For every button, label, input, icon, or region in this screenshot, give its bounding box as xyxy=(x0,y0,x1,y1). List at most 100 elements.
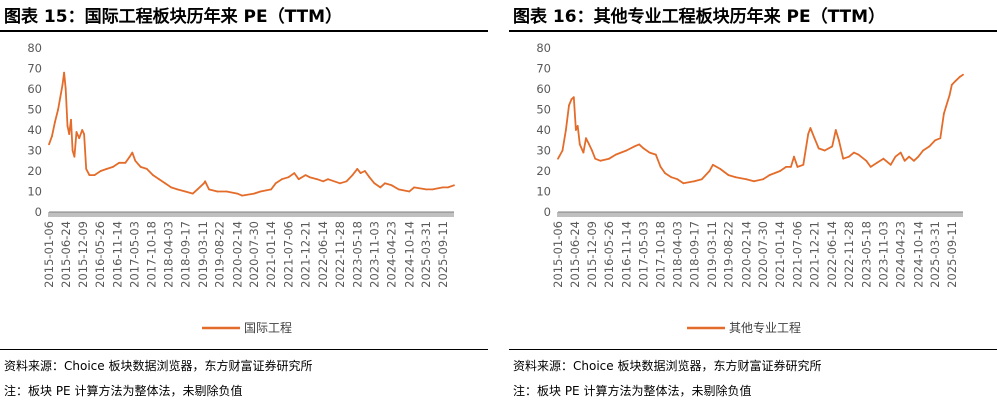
data-point xyxy=(203,182,205,185)
y-tick-label: 40 xyxy=(536,123,551,137)
data-point xyxy=(594,157,597,160)
x-tick-label: 2024-04-23 xyxy=(385,221,399,288)
data-point xyxy=(793,155,795,158)
data-point xyxy=(270,188,272,191)
data-point xyxy=(176,188,179,191)
data-point xyxy=(83,133,85,135)
data-point xyxy=(356,168,359,170)
y-tick-label: 50 xyxy=(27,103,42,117)
method-note: 注：板块 PE 计算方法为整体法，未剔除负值 xyxy=(513,384,752,398)
data-point xyxy=(943,112,945,115)
data-point xyxy=(614,153,617,156)
data-point xyxy=(66,125,69,127)
data-point xyxy=(848,155,850,158)
y-tick-label: 80 xyxy=(27,41,42,55)
data-point xyxy=(676,178,679,181)
data-point xyxy=(322,180,325,183)
data-point xyxy=(823,149,826,152)
title-rule xyxy=(509,30,997,32)
source-note: 资料来源：Choice 板块数据浏览器，东方财富证券研究所 xyxy=(513,359,822,373)
data-point xyxy=(345,180,348,183)
x-tick-label: 2020-07-30 xyxy=(247,221,261,288)
data-point xyxy=(922,149,924,152)
data-point xyxy=(576,125,579,127)
data-point xyxy=(664,172,666,175)
data-point xyxy=(327,178,329,181)
data-point xyxy=(308,176,311,179)
y-tick-label: 0 xyxy=(544,205,551,219)
x-tick-label: 2024-10-14 xyxy=(402,221,416,288)
data-point xyxy=(59,96,62,99)
x-tick-label: 2017-10-18 xyxy=(654,221,668,288)
data-point xyxy=(51,135,53,137)
x-axis-tick-band xyxy=(48,212,454,217)
data-point xyxy=(316,178,318,181)
data-point xyxy=(693,180,696,183)
data-point xyxy=(413,186,415,189)
data-point xyxy=(959,75,961,78)
data-point xyxy=(608,157,610,160)
data-point xyxy=(853,151,855,154)
data-point xyxy=(63,71,65,74)
x-tick-label: 2016-11-14 xyxy=(110,221,124,288)
data-point xyxy=(813,137,816,140)
x-tick-label: 2019-08-22 xyxy=(212,221,226,288)
data-point xyxy=(447,186,449,189)
x-tick-label: 2023-05-18 xyxy=(859,221,873,288)
data-point xyxy=(68,133,71,135)
data-point xyxy=(93,174,96,177)
data-point xyxy=(170,186,173,189)
data-point xyxy=(124,161,127,164)
series-points xyxy=(557,73,964,185)
x-tick-label: 2025-09-11 xyxy=(436,221,450,288)
data-point xyxy=(917,155,920,158)
x-tick-label: 2025-09-11 xyxy=(945,221,959,288)
x-tick-label: 2022-06-14 xyxy=(825,221,839,288)
data-point xyxy=(857,153,860,156)
y-tick-label: 80 xyxy=(536,41,551,55)
data-point xyxy=(950,84,953,86)
x-tick-label: 2021-12-21 xyxy=(808,221,822,288)
data-point xyxy=(817,147,820,150)
x-tick-label: 2019-08-22 xyxy=(721,221,735,288)
y-tick-label: 20 xyxy=(536,164,551,178)
data-point xyxy=(384,182,386,185)
data-point xyxy=(441,186,444,189)
data-point xyxy=(259,190,262,193)
data-point xyxy=(625,149,628,152)
series-points xyxy=(48,71,455,197)
x-tick-label: 2018-04-03 xyxy=(670,221,684,288)
data-point xyxy=(962,73,964,76)
x-tick-label: 2019-03-11 xyxy=(196,221,210,288)
data-point xyxy=(588,143,590,146)
data-point xyxy=(70,118,72,121)
data-point xyxy=(134,159,137,162)
y-tick-label: 10 xyxy=(536,185,551,199)
data-point xyxy=(359,172,362,175)
data-point xyxy=(807,133,810,135)
data-point xyxy=(216,190,219,193)
data-point xyxy=(368,176,371,179)
data-point xyxy=(118,161,121,164)
data-point xyxy=(196,188,199,191)
data-point xyxy=(131,151,134,154)
data-point xyxy=(204,180,207,183)
x-tick-label: 2015-06-24 xyxy=(59,221,73,288)
x-tick-label: 2017-05-03 xyxy=(128,221,142,288)
x-tick-label: 2016-05-26 xyxy=(602,221,616,288)
data-point xyxy=(75,131,78,133)
data-point xyxy=(225,190,228,193)
x-tick-label: 2023-05-18 xyxy=(350,221,364,288)
x-tick-label: 2017-10-18 xyxy=(145,221,159,288)
data-point xyxy=(139,166,142,168)
data-point xyxy=(158,178,161,181)
x-tick-label: 2015-06-24 xyxy=(568,221,582,288)
data-point xyxy=(568,104,570,107)
data-point xyxy=(578,143,581,146)
data-point xyxy=(61,84,64,86)
x-tick-label: 2021-01-14 xyxy=(264,221,278,288)
data-point xyxy=(913,159,915,162)
chart-panel-right: 图表 16：其他专业工程板块历年来 PE（TTM） 0 10 20 30 40 50 60 7… xyxy=(509,0,997,406)
data-point xyxy=(831,145,834,148)
